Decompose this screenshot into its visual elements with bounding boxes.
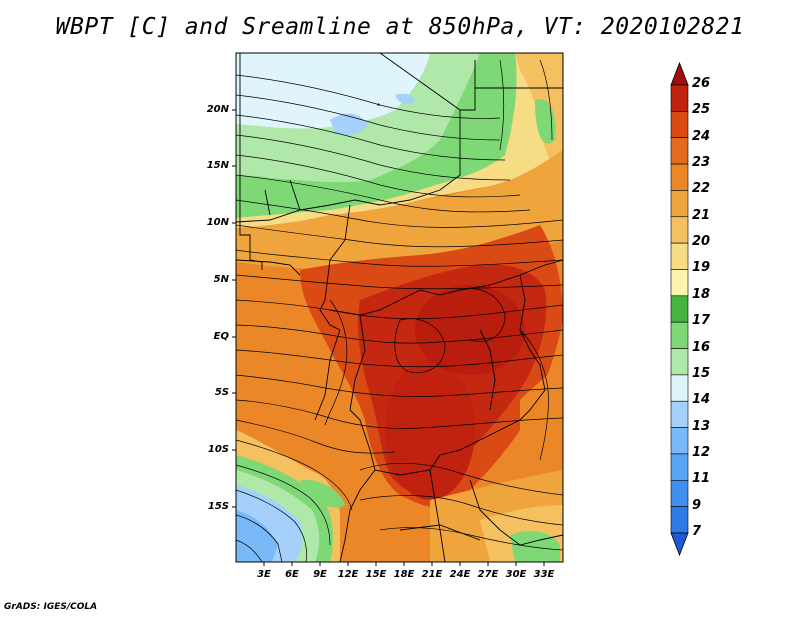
colorbar-swatch xyxy=(670,190,689,218)
lon-label: 15E xyxy=(365,569,387,580)
colorbar-tick-label: 9 xyxy=(692,497,702,513)
lon-label: 24E xyxy=(449,569,471,580)
colorbar-swatch xyxy=(670,374,689,402)
colorbar-swatch xyxy=(670,506,689,534)
colorbar-bottom-arrow xyxy=(670,532,689,557)
colorbar-top-arrow xyxy=(670,61,689,86)
lat-label: 15N xyxy=(206,160,229,171)
colorbar-swatch xyxy=(670,216,689,244)
colorbar-tick-label: 17 xyxy=(692,313,711,329)
colorbar-tick-label: 14 xyxy=(692,392,711,408)
colorbar-swatch xyxy=(670,111,689,139)
lon-label: 30E xyxy=(505,569,527,580)
axis-ticks xyxy=(232,109,545,566)
colorbar-swatch xyxy=(670,479,689,507)
colorbar-tick-label: 12 xyxy=(692,444,711,460)
map-frame xyxy=(235,52,564,563)
lat-label: EQ xyxy=(213,331,229,342)
lon-label: 27E xyxy=(477,569,499,580)
credit-text: GrADS: IGES/COLA xyxy=(4,602,98,612)
colorbar-tick-label: 11 xyxy=(692,471,711,487)
colorbar-swatch xyxy=(670,84,689,112)
colorbar-swatch xyxy=(670,427,689,455)
streamlines xyxy=(236,59,563,562)
lat-label: 5N xyxy=(213,274,229,285)
chart-title: WBPT [C] and Sreamline at 850hPa, VT: 20… xyxy=(55,14,745,40)
lon-label: 18E xyxy=(393,569,415,580)
colorbar-swatch xyxy=(670,400,689,428)
lon-label: 33E xyxy=(533,569,555,580)
colorbar-tick-label: 22 xyxy=(692,181,711,197)
lat-label: 5S xyxy=(214,387,229,398)
colorbar-tick-label: 15 xyxy=(692,365,711,381)
wbpt-field xyxy=(236,53,563,562)
colorbar-tick-label: 16 xyxy=(692,339,711,355)
colorbar-swatch xyxy=(670,137,689,165)
lon-label: 21E xyxy=(421,569,443,580)
lat-label: 15S xyxy=(207,501,229,512)
colorbar xyxy=(670,61,689,557)
lat-label: 20N xyxy=(206,104,229,115)
colorbar-tick-label: 24 xyxy=(692,128,711,144)
colorbar-tick-label: 18 xyxy=(692,286,711,302)
colorbar-tick-label: 13 xyxy=(692,418,711,434)
colorbar-swatch xyxy=(670,242,689,270)
lon-label: 9E xyxy=(313,569,327,580)
colorbar-tick-label: 7 xyxy=(692,524,702,539)
colorbar-tick-label: 25 xyxy=(692,102,711,118)
colorbar-tick-label: 26 xyxy=(692,76,711,91)
colorbar-swatch xyxy=(670,269,689,297)
lon-label: 12E xyxy=(337,569,359,580)
colorbar-swatch xyxy=(670,453,689,481)
colorbar-swatch xyxy=(670,321,689,349)
colorbar-tick-label: 21 xyxy=(692,207,711,223)
lon-label: 3E xyxy=(257,569,271,580)
lon-label: 6E xyxy=(285,569,299,580)
colorbar-swatch xyxy=(670,295,689,323)
colorbar-tick-label: 23 xyxy=(692,155,711,171)
colorbar-tick-label: 19 xyxy=(692,260,711,276)
colorbar-swatch xyxy=(670,348,689,376)
colorbar-swatch xyxy=(670,163,689,191)
colorbar-tick-label: 20 xyxy=(692,234,711,250)
lat-label: 10N xyxy=(206,217,229,228)
country-borders xyxy=(236,53,563,562)
lat-label: 10S xyxy=(207,444,229,455)
